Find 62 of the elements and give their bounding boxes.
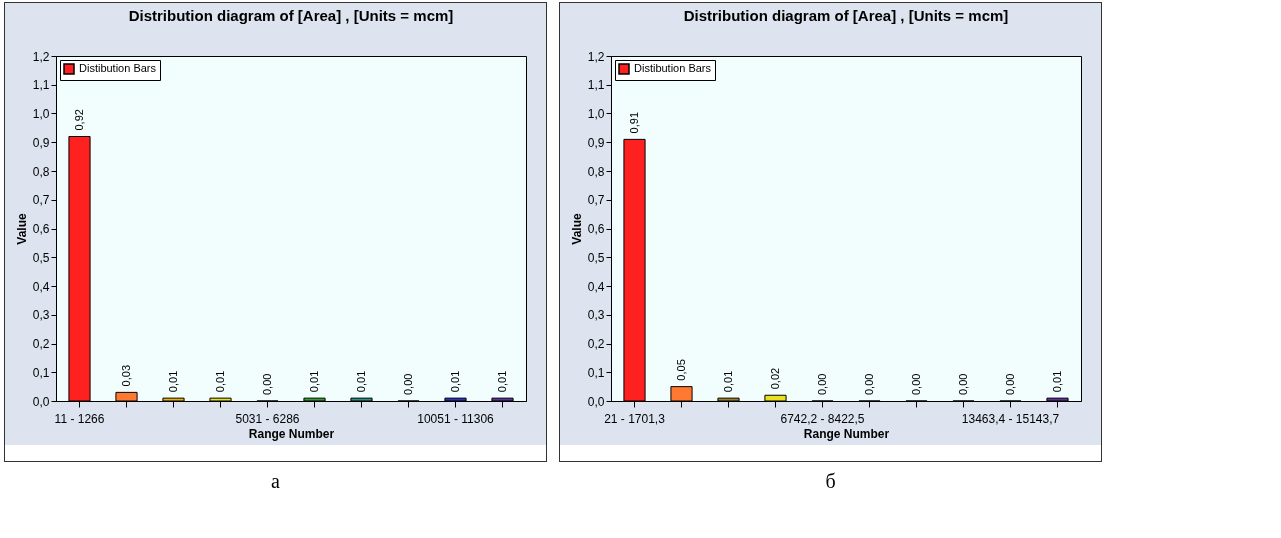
y-tick-label: 0,9 (32, 135, 50, 150)
chart-title: Distribution diagram of [Area] , [Units = mcm] (683, 7, 1009, 24)
x-axis-title: Range Number (803, 426, 890, 441)
y-tick-label: 0,4 (32, 279, 50, 294)
y-tick-label: 0,5 (587, 250, 605, 265)
y-tick-label: 0,3 (587, 308, 605, 323)
y-tick-label: 0,7 (587, 193, 605, 208)
text: 0,01 (307, 370, 320, 393)
y-tick-label: 1,0 (587, 107, 605, 121)
text: 0,00 (401, 373, 414, 395)
y-tick-label: 0,8 (32, 164, 50, 179)
y-tick-label: 0,7 (32, 193, 50, 208)
x-tick-label: 6742,2 - 8422,5 (780, 411, 865, 426)
text: 0,01 (213, 370, 226, 393)
y-tick-label: 0,8 (587, 164, 605, 179)
y-axis-title: Value (569, 213, 584, 245)
text: 0,05 (674, 359, 687, 381)
x-tick-label: 13463,4 - 15143,7 (961, 411, 1060, 426)
text: 0,00 (862, 373, 875, 395)
y-tick-label: 1,0 (32, 107, 50, 121)
text: 0,00 (815, 373, 828, 395)
y-tick-label: 0,4 (587, 279, 605, 294)
x-tick-label: 11 - 1266 (54, 411, 105, 426)
y-tick-label: 0,2 (32, 337, 50, 351)
chart-title: Distribution diagram of [Area] , [Units = mcm] (128, 7, 454, 24)
y-tick-label: 0,6 (587, 222, 605, 236)
text: 0,02 (768, 367, 781, 390)
x-tick-label: 21 - 1701,3 (604, 411, 666, 426)
y-tick-label: 1,2 (587, 49, 605, 64)
text: а (271, 470, 280, 493)
text: 0,01 (495, 370, 508, 393)
text: 0,01 (166, 370, 179, 393)
y-tick-label: 0,1 (32, 365, 50, 380)
text: 0,00 (909, 373, 922, 395)
text: б (825, 470, 836, 493)
legend-label: Distibution Bars (79, 62, 157, 74)
y-tick-label: 0,1 (587, 365, 605, 380)
y-tick-label: 0,2 (587, 337, 605, 351)
y-tick-label: 0,0 (587, 394, 605, 409)
text: 0,92 (72, 109, 85, 131)
text: 0,01 (1050, 370, 1063, 393)
text: 0,00 (1003, 373, 1016, 395)
x-tick-label: 5031 - 6286 (235, 411, 300, 426)
text: 0,00 (956, 373, 969, 395)
text: 0,00 (260, 373, 273, 395)
y-tick-label: 0,3 (32, 308, 50, 323)
y-tick-label: 0,9 (587, 135, 605, 150)
y-tick-label: 0,5 (32, 250, 50, 265)
y-axis-title: Value (14, 213, 29, 245)
text: 0,01 (448, 370, 461, 393)
x-tick-label: 10051 - 11306 (417, 411, 495, 426)
y-tick-label: 0,6 (32, 222, 50, 236)
text: 0,91 (627, 111, 640, 134)
x-axis-title: Range Number (248, 426, 335, 441)
y-tick-label: 1,1 (587, 78, 605, 93)
text: 0,01 (354, 370, 367, 393)
legend-label: Distibution Bars (634, 62, 712, 74)
text: 0,03 (119, 364, 132, 387)
text: 0,01 (721, 370, 734, 393)
y-tick-label: 1,1 (32, 78, 50, 93)
y-tick-label: 0,0 (32, 394, 50, 409)
y-tick-label: 1,2 (32, 49, 50, 64)
